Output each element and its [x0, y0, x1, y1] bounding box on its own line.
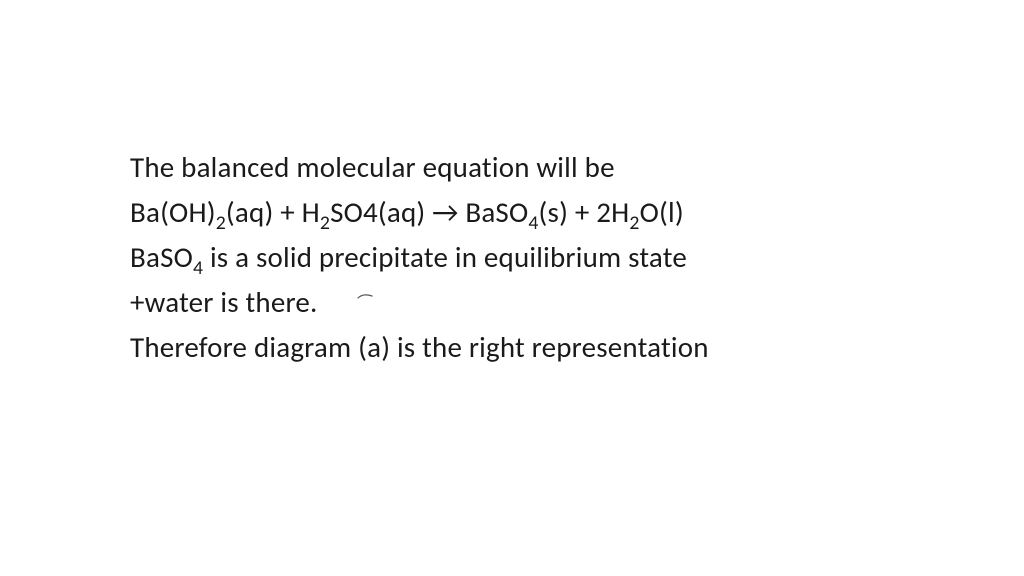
- eq-part: (s) + 2H: [539, 194, 630, 230]
- eq-part: Ba(OH): [130, 194, 216, 230]
- text-sub: 4: [193, 256, 203, 280]
- document-body: The balanced molecular equation will be …: [130, 145, 890, 370]
- eq-part: (aq) + H: [226, 194, 320, 230]
- line-1: The balanced molecular equation will be: [130, 145, 890, 190]
- text-part: is a solid precipitate in equilibrium st…: [203, 239, 687, 275]
- pen-annotation-icon: [357, 292, 373, 300]
- line-2-equation: Ba(OH)2(aq) + H2SO4(aq) → BaSO4(s) + 2H2…: [130, 190, 890, 235]
- line-4: +water is there.: [130, 280, 890, 325]
- text-part: BaSO: [130, 239, 193, 275]
- eq-sub: 2: [629, 211, 639, 235]
- eq-sub: 4: [528, 211, 538, 235]
- line-3: BaSO4 is a solid precipitate in equilibr…: [130, 235, 890, 280]
- eq-part: O(l): [640, 194, 684, 230]
- eq-sub: 2: [320, 211, 330, 235]
- eq-part: SO4(aq) → BaSO: [330, 194, 528, 230]
- line-5: Therefore diagram (a) is the right repre…: [130, 325, 890, 370]
- eq-sub: 2: [216, 211, 226, 235]
